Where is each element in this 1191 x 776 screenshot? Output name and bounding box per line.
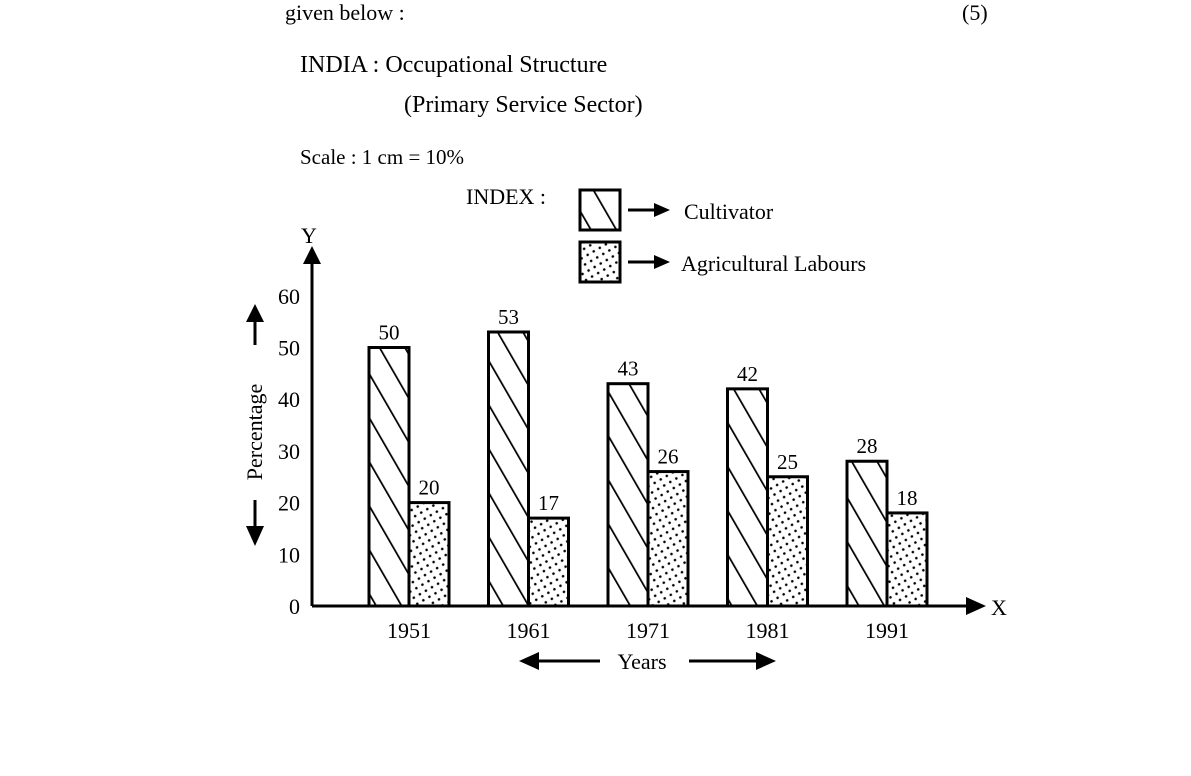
intro-text: given below : <box>285 0 405 25</box>
y-axis-arrow <box>303 246 321 264</box>
x-axis-title: Years <box>617 649 666 674</box>
x-tick-label: 1981 <box>746 618 790 643</box>
bar-agricultural-labours-1991 <box>885 511 929 608</box>
x-tick-label: 1951 <box>387 618 431 643</box>
legend-index-label: INDEX : <box>466 184 546 209</box>
y-tick-label: 50 <box>278 336 300 361</box>
data-label-cultivator-1971: 43 <box>618 357 639 381</box>
legend-label-agricultural-labours: Agricultural Labours <box>681 251 866 276</box>
y-title-down-arrow-head <box>246 526 264 546</box>
x-tick-label: 1961 <box>507 618 551 643</box>
marks-label: (5) <box>962 0 988 25</box>
bar-agricultural-labours-1961 <box>527 516 570 608</box>
bar-cultivator-1951 <box>367 346 411 608</box>
x-title-left-arrow-head <box>519 652 539 670</box>
legend-arrow-head-agricultural-labours <box>654 255 670 269</box>
y-tick-label: 20 <box>278 491 300 516</box>
y-tick-label: 40 <box>278 387 300 412</box>
x-axis-letter: X <box>991 595 1007 620</box>
x-tick-label: 1971 <box>626 618 670 643</box>
data-label-cultivator-1981: 42 <box>737 362 758 386</box>
bar-cultivator-1961 <box>487 330 530 608</box>
chart-title: INDIA : Occupational Structure <box>300 52 608 78</box>
y-tick-label: 10 <box>278 542 300 567</box>
x-title-right-arrow-head <box>756 652 776 670</box>
x-tick-labels: 1951 1961 1971 1981 1991 <box>387 618 909 643</box>
bar-agricultural-labours-1971 <box>646 470 690 608</box>
y-tick-label: 60 <box>278 284 300 309</box>
y-tick-label: 0 <box>289 594 300 619</box>
y-tick-label: 30 <box>278 439 300 464</box>
y-title-up-arrow-head <box>246 304 264 322</box>
legend-swatch-agricultural-labours <box>578 240 622 284</box>
data-label-agricultural-labours-1991: 18 <box>897 486 918 510</box>
bars-group: 50 20 53 17 43 26 42 25 28 18 <box>367 305 929 608</box>
y-axis-letter: Y <box>301 223 317 248</box>
chart-subtitle: (Primary Service Sector) <box>404 92 643 118</box>
bar-agricultural-labours-1981 <box>766 475 809 608</box>
data-label-cultivator-1951: 50 <box>379 321 400 345</box>
data-label-agricultural-labours-1971: 26 <box>658 445 679 469</box>
data-label-agricultural-labours-1981: 25 <box>777 450 798 474</box>
legend: INDEX : Cultivator Agricultural Labours <box>466 184 866 284</box>
scale-label: Scale : 1 cm = 10% <box>300 145 465 169</box>
data-label-cultivator-1961: 53 <box>498 305 519 329</box>
legend-arrow-head-cultivator <box>654 203 670 217</box>
bar-cultivator-1991 <box>845 459 889 608</box>
y-axis-title: Percentage <box>242 384 267 481</box>
y-axis-title-group: Percentage <box>242 304 267 546</box>
legend-label-cultivator: Cultivator <box>684 199 774 224</box>
data-label-cultivator-1991: 28 <box>857 434 878 458</box>
x-axis-arrow <box>966 597 986 615</box>
bar-cultivator-1971 <box>606 382 650 608</box>
data-label-agricultural-labours-1951: 20 <box>419 476 440 500</box>
y-tick-labels: 0 10 20 30 40 50 60 <box>278 284 300 619</box>
data-label-agricultural-labours-1961: 17 <box>538 491 559 515</box>
x-tick-label: 1991 <box>865 618 909 643</box>
x-axis-title-group: Years <box>519 649 776 674</box>
bar-cultivator-1981 <box>726 387 769 608</box>
legend-swatch-cultivator <box>578 188 622 232</box>
bar-agricultural-labours-1951 <box>407 501 451 608</box>
